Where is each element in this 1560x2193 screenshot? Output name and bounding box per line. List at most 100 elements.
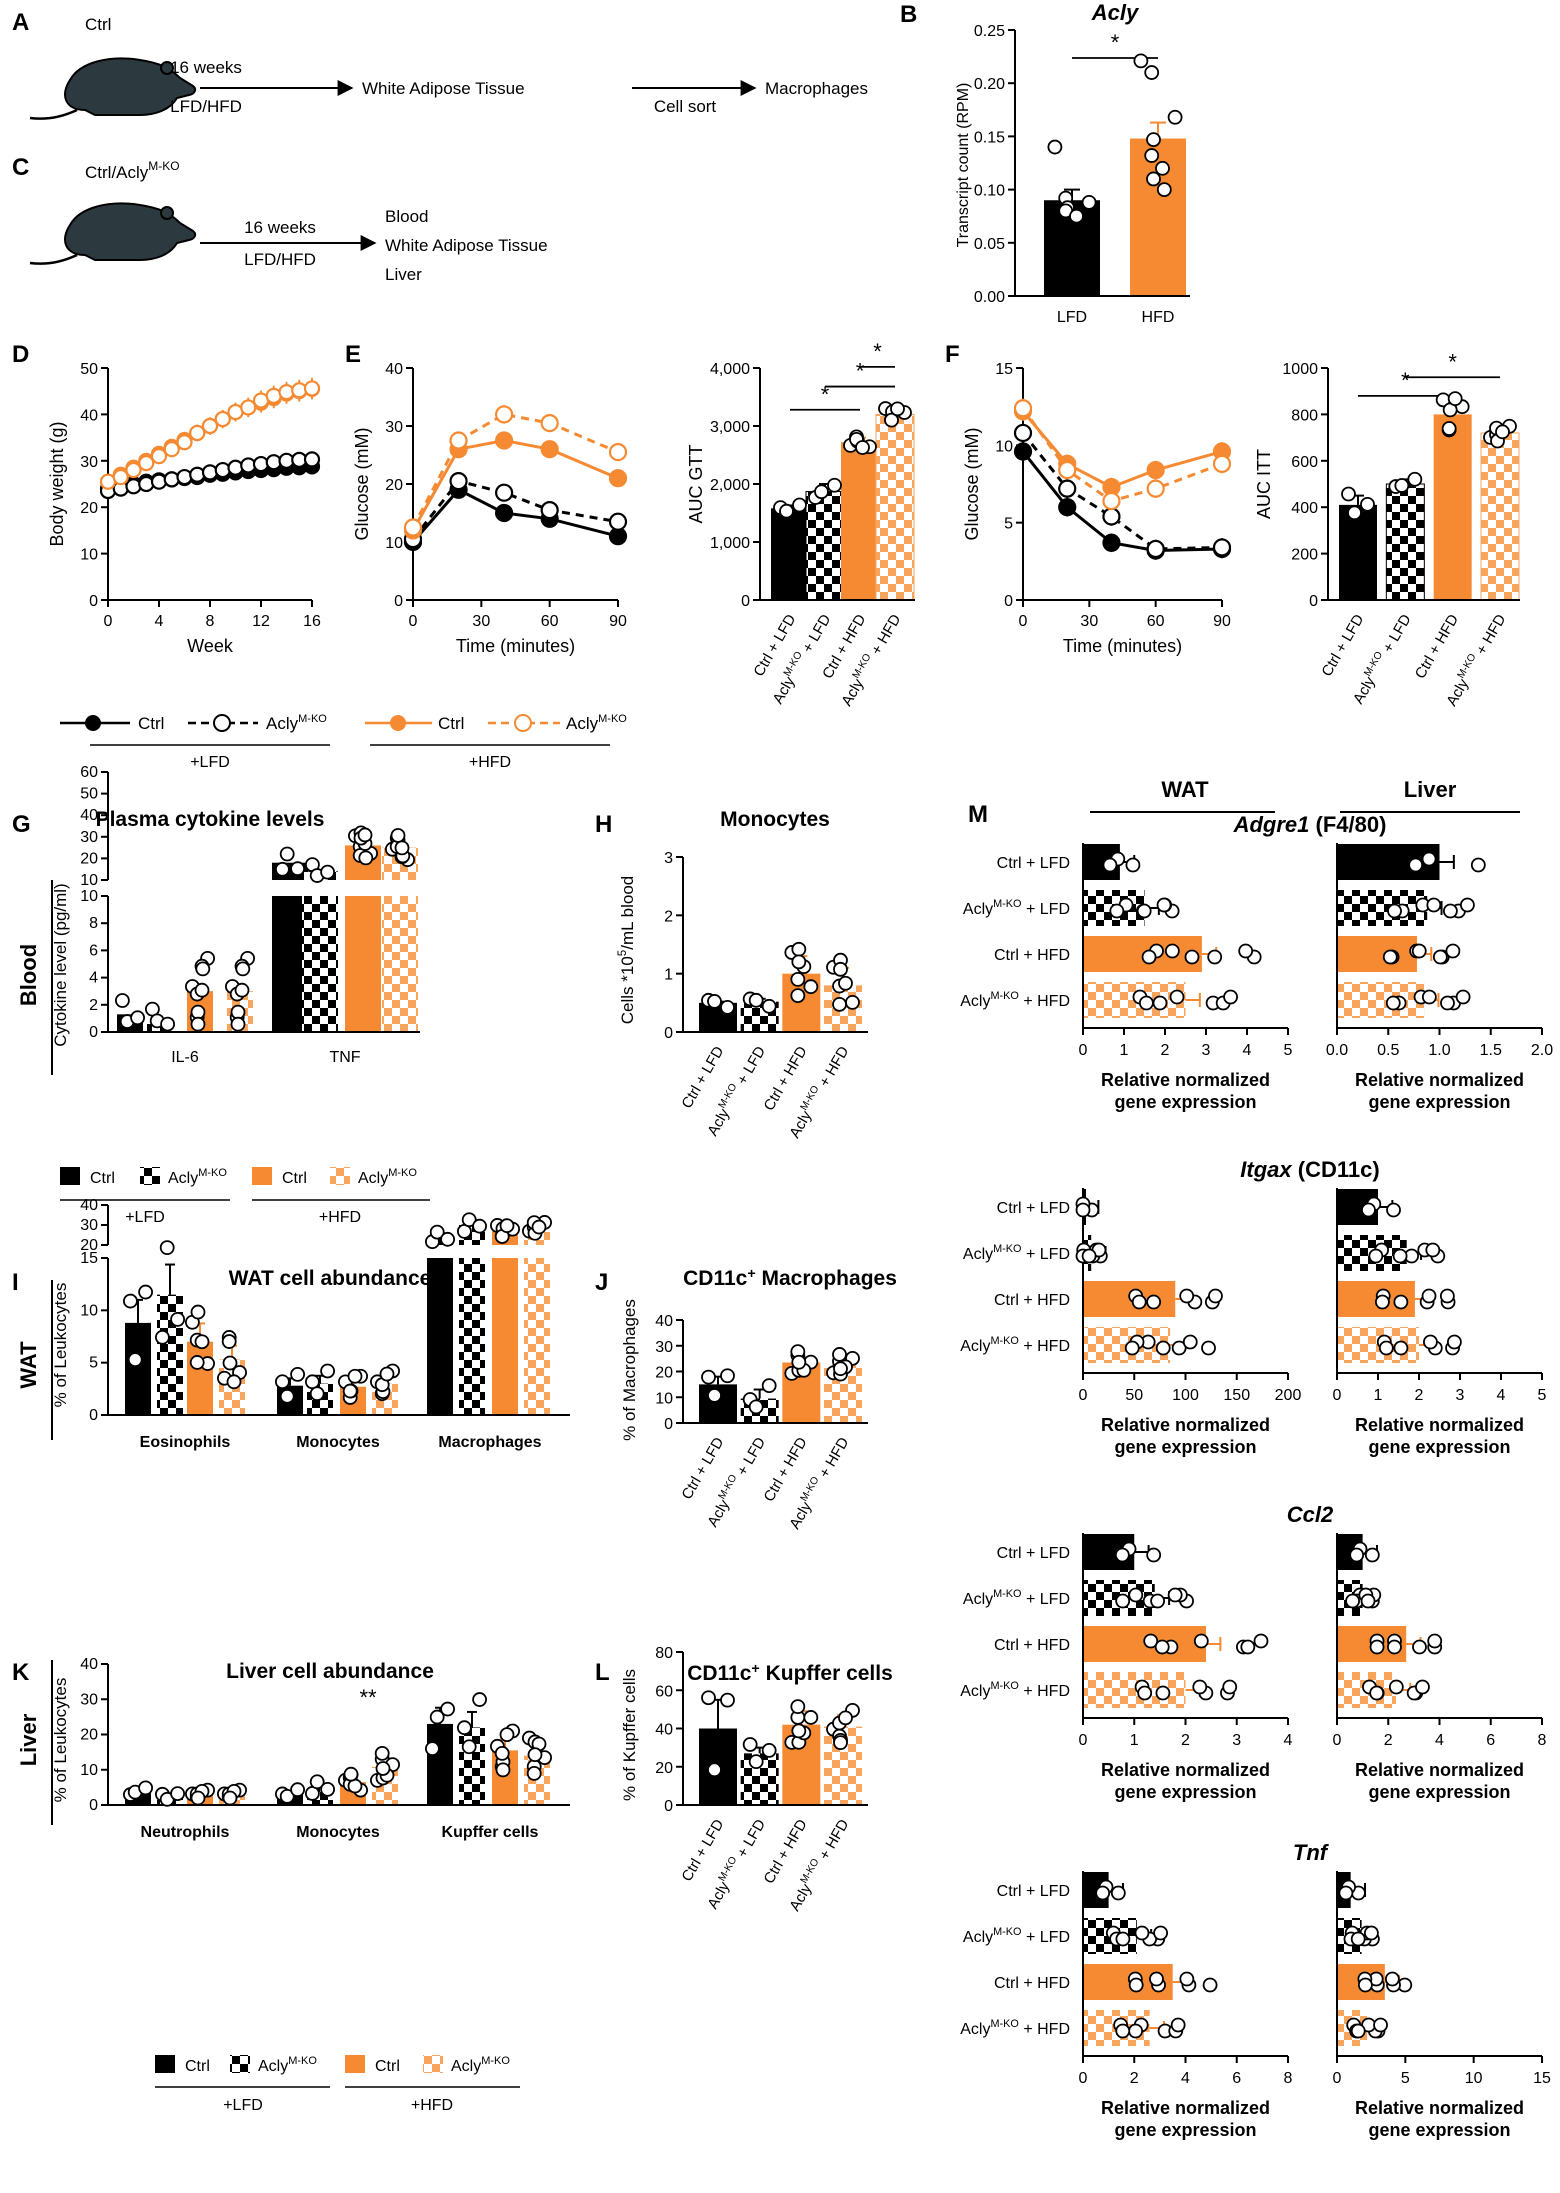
series-point	[138, 455, 155, 472]
data-point	[1170, 2017, 1186, 2033]
data-point	[279, 1388, 295, 1404]
data-point	[1169, 989, 1185, 1005]
chart-title: CD11c+ Macrophages	[683, 1266, 897, 1290]
data-point	[791, 941, 807, 957]
svg-text:+LFD: +LFD	[190, 754, 230, 771]
data-point	[791, 954, 807, 970]
tick-label: 40	[655, 1313, 673, 1330]
data-point	[290, 1782, 306, 1798]
side-label: Blood	[16, 944, 41, 1006]
data-point	[115, 993, 130, 1008]
data-point	[833, 1735, 848, 1751]
tick-label: 2	[1161, 1042, 1170, 1059]
x-axis-label: gene expression	[1114, 1092, 1256, 1112]
series-line	[411, 438, 619, 532]
series-point	[1058, 479, 1077, 498]
category-label: Kupffer cells	[442, 1824, 539, 1841]
bar	[771, 508, 809, 600]
data-point	[1171, 1340, 1187, 1356]
category-label: Monocytes	[296, 1824, 380, 1841]
data-point	[1114, 1547, 1130, 1563]
data-point	[1125, 857, 1141, 873]
tick-label: 5	[1538, 1387, 1547, 1404]
tick-label: 1.0	[1428, 1042, 1450, 1059]
series-point	[1146, 479, 1165, 498]
series-line	[1021, 450, 1223, 553]
panel-a: A Ctrl 16 weeks LFD/HFD White Adipose Ti…	[12, 9, 868, 120]
series-point	[449, 431, 468, 450]
tick-label: 0.15	[974, 129, 1005, 146]
svg-text:+HFD: +HFD	[319, 1209, 361, 1226]
data-point	[1167, 109, 1183, 125]
tick-label: 10	[80, 888, 98, 905]
data-point	[1238, 943, 1254, 959]
tick-label: 8	[89, 915, 98, 932]
tick-label: 20	[655, 1760, 673, 1777]
x-axis-label: gene expression	[1368, 1437, 1510, 1457]
data-point	[1081, 194, 1097, 210]
tick-label: 0	[664, 1798, 673, 1815]
data-point	[1350, 1931, 1366, 1947]
tick-label: 600	[1291, 454, 1318, 471]
svg-text:E: E	[345, 341, 361, 368]
series-line	[411, 479, 619, 541]
data-point	[320, 1363, 336, 1379]
bar	[187, 1341, 213, 1415]
data-point	[1146, 1294, 1162, 1310]
tick-label: 40	[80, 807, 98, 824]
data-point	[1439, 1288, 1455, 1304]
tick-label: 3	[1202, 1042, 1211, 1059]
tick-label: 10	[80, 547, 98, 564]
bar	[125, 1322, 151, 1415]
tick-label: 3,000	[710, 419, 750, 436]
tick-label: 0.20	[974, 76, 1005, 93]
bar	[382, 896, 418, 1032]
tick-label: 0	[664, 1416, 673, 1433]
data-point	[1441, 421, 1457, 436]
panel-label-a: A	[12, 9, 29, 36]
mouse-icon	[29, 202, 197, 265]
y-axis-label: Cytokine level (pg/ml)	[51, 883, 70, 1046]
bar	[459, 1727, 485, 1805]
gene-title: Ccl2	[1287, 1502, 1334, 1527]
tick-label: 4	[1497, 1387, 1506, 1404]
tick-label: 2	[664, 908, 673, 925]
series-point	[201, 417, 219, 435]
svg-text:AclyM-KO: AclyM-KO	[566, 713, 627, 733]
bar	[1337, 890, 1428, 926]
data-point	[1156, 897, 1172, 913]
data-point	[1154, 1639, 1170, 1655]
series-point	[1102, 533, 1121, 552]
tick-label: 4	[1284, 1732, 1293, 1749]
data-point	[814, 484, 829, 500]
series-point	[214, 410, 231, 428]
data-point	[222, 1790, 238, 1806]
data-point	[347, 1368, 363, 1384]
bar	[1337, 982, 1425, 1018]
data-point	[1360, 1593, 1376, 1609]
tick-label: 6	[1232, 2070, 1241, 2087]
tick-label: 0	[409, 613, 418, 630]
tick-label: 15	[1533, 2070, 1551, 2087]
data-point	[127, 1352, 143, 1368]
tick-label: 800	[1291, 407, 1318, 424]
side-label: Liver	[16, 1713, 41, 1766]
tick-label: 3	[1456, 1387, 1465, 1404]
data-point	[1412, 1639, 1427, 1655]
series-point	[303, 451, 321, 468]
data-point	[832, 996, 847, 1012]
data-point	[1445, 943, 1461, 959]
tick-label: 0	[1004, 593, 1013, 610]
data-point	[472, 1692, 488, 1707]
data-point	[274, 1374, 290, 1390]
data-point	[1345, 1593, 1360, 1609]
group-label: Ctrl + HFD	[994, 947, 1070, 964]
legend-top: Ctrl AclyM-KO Ctrl AclyM-KO +LFD +HFD	[60, 713, 627, 771]
group-label: AclyM-KO + LFD	[963, 1588, 1070, 1608]
series-point	[176, 468, 193, 486]
gene-title: Adgre1 (F4/80)	[1233, 812, 1387, 837]
tick-label: 8	[1538, 1732, 1547, 1749]
data-point	[1440, 995, 1455, 1011]
svg-text:F: F	[945, 341, 960, 368]
macrophages-label: Macrophages	[765, 79, 868, 98]
